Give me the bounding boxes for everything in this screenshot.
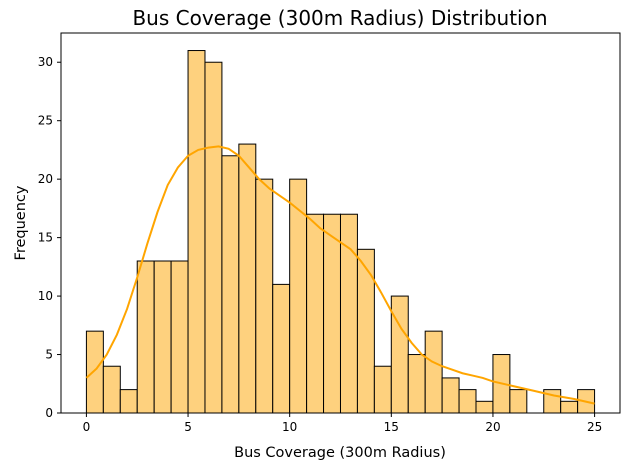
histogram-bar: [442, 378, 459, 413]
histogram-bar: [239, 144, 256, 413]
histogram-bar: [476, 401, 493, 413]
histogram-bar: [324, 214, 341, 413]
histogram-bar: [561, 401, 578, 413]
x-tick-label: 10: [282, 420, 297, 434]
histogram-bar: [256, 179, 273, 413]
y-axis-ticks: 0 5 10 15 20 25 30: [38, 55, 61, 420]
histogram-bar: [86, 331, 103, 413]
histogram-bar: [188, 51, 205, 413]
histogram-bar: [103, 366, 120, 413]
histogram-bar: [425, 331, 442, 413]
histogram-bar: [357, 249, 374, 413]
histogram-bar: [307, 214, 324, 413]
x-tick-label: 0: [83, 420, 91, 434]
histogram-bar: [391, 296, 408, 413]
histogram-bar: [120, 390, 137, 413]
x-axis-label: Bus Coverage (300m Radius): [234, 445, 446, 461]
y-tick-label: 15: [38, 231, 53, 245]
y-tick-label: 5: [45, 348, 53, 362]
histogram-bar: [171, 261, 188, 413]
histogram-bar: [510, 390, 527, 413]
histogram-bar: [374, 366, 391, 413]
x-tick-label: 5: [184, 420, 192, 434]
histogram-bar: [137, 261, 154, 413]
chart-title: Bus Coverage (300m Radius) Distribution: [132, 6, 547, 30]
y-tick-label: 30: [38, 55, 53, 69]
y-tick-label: 20: [38, 172, 53, 186]
histogram-bar: [408, 355, 425, 413]
histogram-bar: [459, 390, 476, 413]
y-tick-label: 25: [38, 114, 53, 128]
y-tick-label: 0: [45, 406, 53, 420]
histogram-bar: [273, 284, 290, 413]
x-tick-label: 20: [485, 420, 500, 434]
y-axis-label: Frequency: [13, 185, 29, 260]
histogram-bar: [222, 156, 239, 413]
x-axis-ticks: 0 5 10 15 20 25: [83, 413, 603, 434]
x-tick-label: 15: [384, 420, 399, 434]
histogram-bar: [205, 62, 222, 413]
y-tick-label: 10: [38, 289, 53, 303]
bars-group: [86, 51, 594, 413]
histogram-bar: [154, 261, 171, 413]
x-tick-label: 25: [587, 420, 602, 434]
